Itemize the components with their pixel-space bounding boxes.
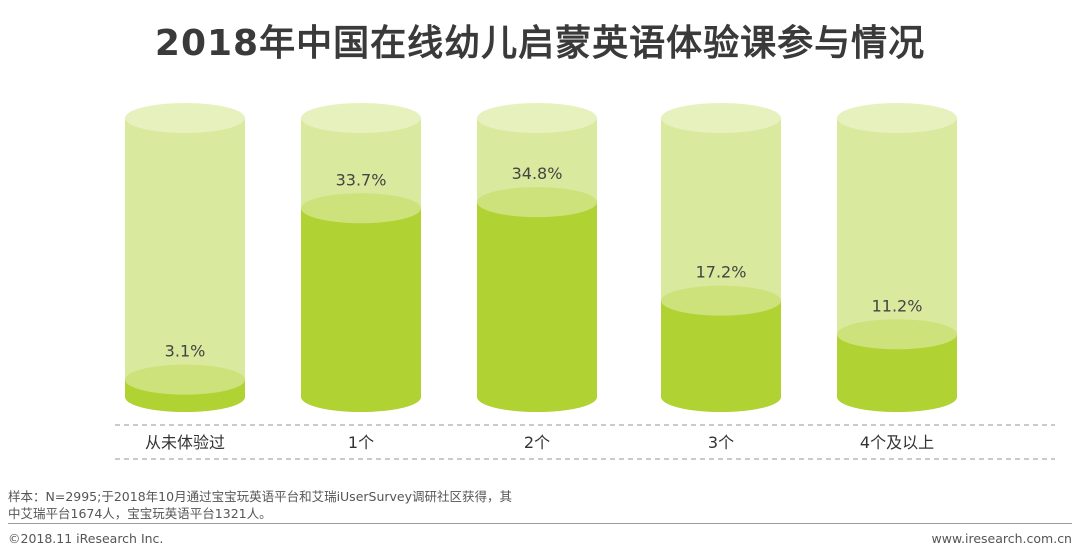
sample-note-line-2: 中艾瑞平台1674人，宝宝玩英语平台1321人。 <box>8 506 272 521</box>
track-3-top <box>661 103 781 133</box>
category-label-4: 4个及以上 <box>860 433 934 452</box>
bar-4-body <box>837 334 957 412</box>
data-label-3: 17.2% <box>696 263 747 282</box>
category-label-1: 1个 <box>348 433 374 452</box>
bar-2-body <box>477 202 597 412</box>
footer-divider <box>8 523 1072 524</box>
data-label-4: 11.2% <box>872 296 923 315</box>
bar-3-top <box>661 285 781 316</box>
data-label-1: 33.7% <box>336 170 387 189</box>
sample-note-line-1: 样本：N=2995;于2018年10月通过宝宝玩英语平台和艾瑞iUserSurv… <box>8 489 513 504</box>
track-2-top <box>477 103 597 133</box>
track-4-top <box>837 103 957 133</box>
category-label-0: 从未体验过 <box>145 433 225 452</box>
bar-2-top <box>477 187 597 218</box>
track-0-body <box>125 118 245 412</box>
bar-4-top <box>837 319 957 350</box>
bar-3-body <box>661 300 781 412</box>
track-0-top <box>125 103 245 133</box>
website-link[interactable]: www.iresearch.com.cn <box>931 531 1073 546</box>
category-label-2: 2个 <box>524 433 550 452</box>
bar-1-top <box>301 193 421 224</box>
cylinder-bar-chart: 3.1% 从未体验过 33.7% 1个 34.8% 2个 17.2% 3个 11.2% 4个及以上 <box>115 103 1055 460</box>
track-1-top <box>301 103 421 133</box>
data-label-2: 34.8% <box>512 164 563 183</box>
bar-0-top <box>125 364 245 395</box>
copyright-text: ©2018.11 iResearch Inc. <box>8 531 164 546</box>
chart-title: 2018年中国在线幼儿启蒙英语体验课参与情况 <box>154 23 926 64</box>
category-label-3: 3个 <box>708 433 734 452</box>
data-label-0: 3.1% <box>165 342 206 361</box>
bar-1-body <box>301 208 421 412</box>
